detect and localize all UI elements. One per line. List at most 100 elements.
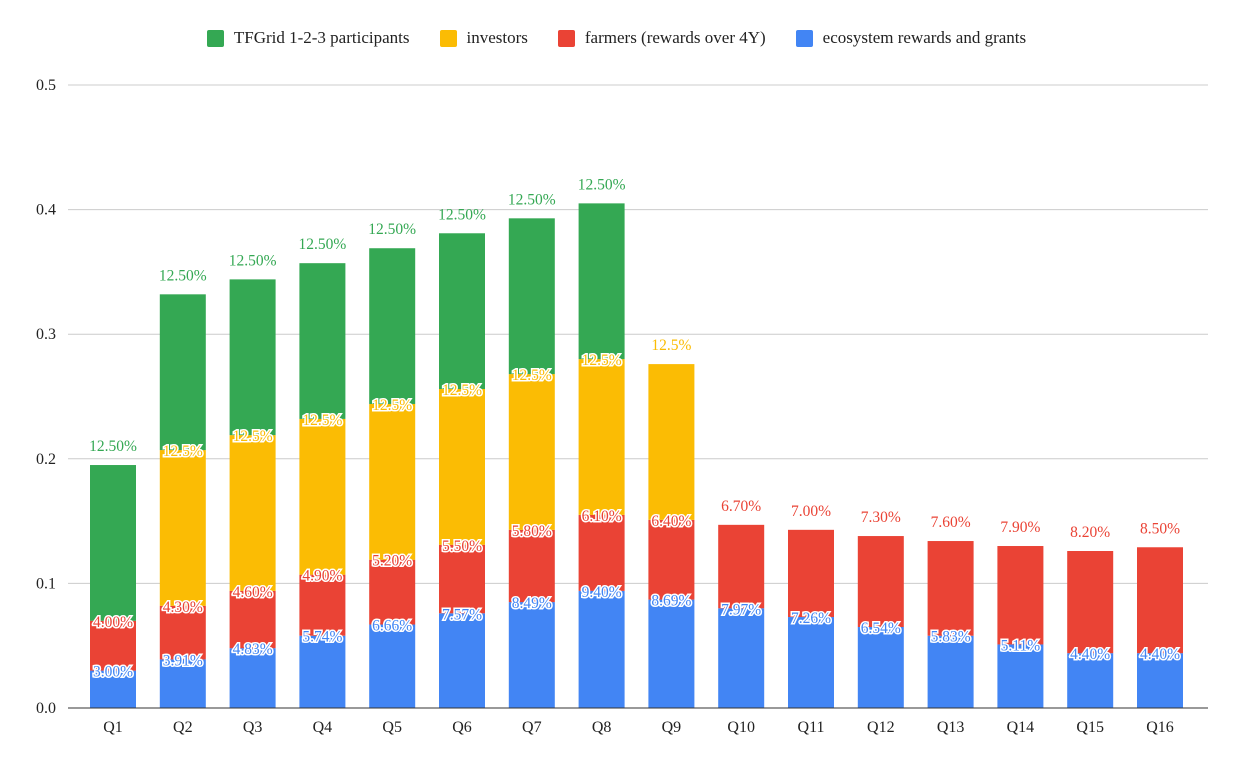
x-tick-label-q3: Q3: [243, 719, 263, 736]
data-label-q5-series-2: 12.5%: [372, 397, 412, 414]
bar-q4-series-1: [299, 574, 346, 636]
bar-q3-series-0: [229, 648, 276, 708]
bar-q8-series-1: [578, 514, 625, 591]
bar-q7-series-1: [508, 529, 555, 603]
bar-q13-series-1: [927, 541, 974, 636]
x-tick-label-q15: Q15: [1076, 719, 1104, 736]
legend-swatch-ecosystem: [795, 29, 813, 47]
legend-swatch-tfgrid: [206, 29, 224, 47]
bar-q5-series-1: [369, 559, 416, 625]
data-label-q7-series-2: 12.5%: [512, 367, 552, 384]
y-tick-label-0: 0.0: [36, 700, 56, 717]
bar-q12-series-0: [857, 627, 904, 708]
data-label-q7-series-0: 8.49%: [512, 595, 552, 612]
bar-q9-series-2: [648, 364, 695, 520]
bar-q10-series-0: [718, 608, 765, 708]
x-tick-label-q13: Q13: [937, 719, 965, 736]
bar-q6-series-3: [439, 233, 485, 390]
data-label-q5-series-3: 12.50%: [368, 221, 416, 238]
data-label-q9-series-2: 12.5%: [651, 337, 691, 354]
legend-item-tfgrid: TFGrid 1-2-3 participants: [206, 28, 410, 48]
data-label-q15-series-1: 8.20%: [1070, 524, 1110, 541]
data-label-q2-series-1: 4.30%: [163, 599, 203, 616]
data-label-q13-series-0: 5.83%: [931, 629, 971, 646]
legend-swatch-farmers: [557, 29, 575, 47]
data-label-q4-series-3: 12.50%: [299, 236, 347, 253]
data-label-q2-series-2: 12.5%: [163, 443, 203, 460]
data-label-q4-series-2: 12.5%: [302, 412, 342, 429]
bar-q16-series-0: [1137, 653, 1183, 708]
bar-q7-series-0: [508, 602, 555, 708]
bar-q10-series-1: [718, 524, 765, 609]
data-label-q8-series-0: 9.40%: [582, 584, 622, 601]
bar-q15-series-1: [1067, 551, 1114, 654]
bar-q6-series-0: [439, 613, 485, 708]
bar-q3-series-2: [229, 435, 276, 591]
data-label-q8-series-2: 12.5%: [582, 352, 622, 369]
data-label-q4-series-1: 4.90%: [302, 568, 342, 585]
legend-item-farmers: farmers (rewards over 4Y): [557, 28, 766, 48]
x-tick-label-q2: Q2: [173, 719, 193, 736]
x-tick-label-q8: Q8: [592, 719, 612, 736]
bar-q14-series-1: [997, 546, 1044, 645]
data-label-q7-series-1: 5.80%: [512, 523, 552, 540]
legend-item-investors: investors: [439, 28, 528, 48]
bar-q4-series-0: [299, 635, 346, 708]
bar-q16-series-1: [1137, 547, 1183, 654]
bar-q4-series-2: [299, 418, 346, 575]
data-label-q1-series-0: 3.00%: [93, 664, 133, 681]
bar-q6-series-1: [439, 544, 485, 614]
chart-legend: TFGrid 1-2-3 participants investors farm…: [0, 28, 1233, 48]
x-tick-label-q4: Q4: [313, 719, 333, 736]
x-tick-label-q7: Q7: [522, 719, 542, 736]
data-label-q8-series-1: 6.10%: [582, 508, 622, 525]
bar-q6-series-2: [439, 389, 485, 545]
bar-q15-series-0: [1067, 653, 1114, 708]
legend-label-farmers: farmers (rewards over 4Y): [584, 28, 766, 47]
data-label-q6-series-3: 12.50%: [438, 206, 486, 223]
bar-q2-series-3: [159, 294, 206, 451]
bar-q3-series-3: [229, 279, 276, 436]
legend-label-tfgrid: TFGrid 1-2-3 participants: [233, 28, 410, 47]
x-tick-label-q14: Q14: [1007, 719, 1035, 736]
data-label-q9-series-0: 8.69%: [651, 593, 691, 610]
data-label-q14-series-0: 5.11%: [1001, 637, 1041, 654]
data-label-q10-series-1: 6.70%: [721, 498, 761, 515]
x-tick-label-q10: Q10: [727, 719, 755, 736]
data-label-q12-series-0: 6.54%: [861, 620, 901, 637]
bar-q13-series-0: [927, 635, 974, 708]
y-tick-label-1: 0.1: [36, 575, 56, 592]
data-label-q14-series-1: 7.90%: [1000, 519, 1040, 536]
legend-label-investors: investors: [466, 28, 528, 47]
data-label-q3-series-1: 4.60%: [233, 584, 273, 601]
data-label-q11-series-1: 7.00%: [791, 503, 831, 520]
data-label-q15-series-0: 4.40%: [1070, 646, 1110, 663]
data-label-q3-series-3: 12.50%: [229, 252, 277, 269]
bar-q2-series-0: [159, 659, 206, 708]
x-tick-label-q16: Q16: [1146, 719, 1174, 736]
data-label-q2-series-0: 3.91%: [163, 652, 203, 669]
bar-q8-series-3: [578, 203, 625, 360]
bar-q5-series-3: [369, 248, 416, 404]
legend-label-ecosystem: ecosystem rewards and grants: [822, 28, 1027, 47]
data-label-q8-series-3: 12.50%: [578, 176, 626, 193]
bar-q7-series-3: [508, 218, 555, 375]
x-tick-label-q5: Q5: [382, 719, 402, 736]
bar-q1-series-0: [90, 670, 136, 708]
bar-q5-series-0: [369, 624, 416, 708]
data-label-q11-series-0: 7.26%: [791, 610, 831, 627]
x-tick-label-q12: Q12: [867, 719, 895, 736]
y-tick-label-4: 0.4: [36, 202, 56, 219]
bar-q12-series-1: [857, 536, 904, 628]
data-label-q9-series-1: 6.40%: [651, 513, 691, 530]
bar-q9-series-1: [648, 519, 695, 600]
data-label-q3-series-2: 12.5%: [233, 428, 273, 445]
y-tick-label-5: 0.5: [36, 77, 56, 94]
data-label-q4-series-0: 5.74%: [302, 629, 342, 646]
data-label-q5-series-0: 6.66%: [372, 618, 412, 635]
bar-q1-series-1: [90, 620, 136, 671]
data-label-q7-series-3: 12.50%: [508, 191, 556, 208]
data-label-q6-series-0: 7.57%: [442, 606, 482, 623]
legend-item-ecosystem: ecosystem rewards and grants: [795, 28, 1027, 48]
